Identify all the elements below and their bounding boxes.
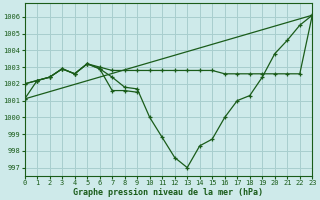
X-axis label: Graphe pression niveau de la mer (hPa): Graphe pression niveau de la mer (hPa) (74, 188, 263, 197)
